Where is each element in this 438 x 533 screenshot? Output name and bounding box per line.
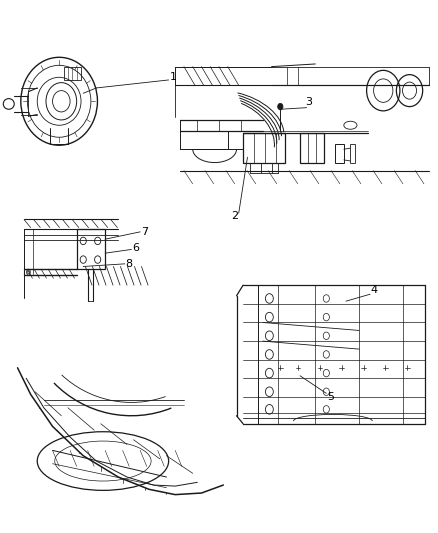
Circle shape (278, 103, 283, 110)
Text: 1: 1 (170, 72, 177, 82)
Text: 8: 8 (126, 259, 133, 269)
Text: 5: 5 (327, 392, 334, 402)
Text: 4: 4 (371, 286, 378, 295)
Text: 3: 3 (305, 98, 312, 107)
Text: 6: 6 (132, 243, 139, 253)
Text: 7: 7 (141, 227, 148, 237)
Text: 2: 2 (231, 211, 238, 221)
